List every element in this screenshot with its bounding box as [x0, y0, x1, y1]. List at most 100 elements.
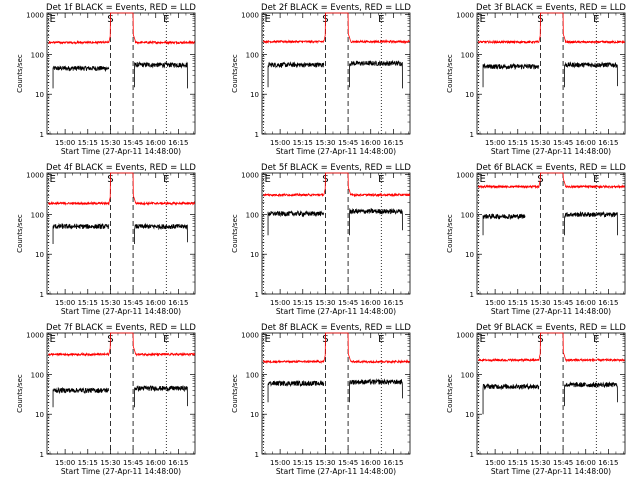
lld-series-line: [263, 172, 411, 198]
x-axis-title: Start Time (27-Apr-11 14:48:00): [61, 147, 181, 156]
x-tick-label: 15:45: [553, 299, 573, 307]
y-tick-label: 1000: [26, 332, 44, 340]
y-tick-label: 10: [250, 91, 259, 99]
y-tick-label: 100: [246, 371, 259, 379]
x-tick-label: 16:15: [383, 299, 403, 307]
panel-title: Det 4f BLACK = Events, RED = LLD: [46, 163, 196, 173]
y-tick-label: 1: [255, 291, 259, 299]
plot-frame: [476, 12, 626, 135]
x-tick-label: 15:45: [123, 139, 143, 147]
panel-title: Det 6f BLACK = Events, RED = LLD: [476, 163, 626, 173]
y-tick-label: 100: [246, 51, 259, 59]
events-series-line: [482, 62, 540, 88]
x-tick-label: 15:45: [553, 459, 573, 467]
x-axis-title: Start Time (27-Apr-11 14:48:00): [61, 307, 181, 316]
y-tick-label: 1: [40, 131, 44, 139]
lld-series-line: [478, 172, 626, 190]
x-tick-label: 15:15: [293, 459, 313, 467]
events-series-line: [482, 213, 526, 236]
x-tick-label: 15:15: [508, 459, 528, 467]
y-tick-label: 10: [35, 411, 44, 419]
events-series-line: [134, 384, 188, 408]
panel-title: Det 8f BLACK = Events, RED = LLD: [261, 323, 411, 333]
y-tick-label: 1000: [241, 12, 259, 20]
x-tick-label: 16:00: [361, 459, 381, 467]
x-tick-label: 15:00: [55, 299, 75, 307]
x-tick-label: 15:30: [100, 139, 120, 147]
y-axis-title: Counts/sec: [231, 374, 239, 413]
y-tick-label: 1000: [456, 332, 474, 340]
y-axis-title: Counts/sec: [231, 214, 239, 253]
x-tick-label: 16:00: [146, 459, 166, 467]
x-tick-label: 15:30: [315, 299, 335, 307]
panel-det-5: Det 5f BLACK = Events, RED = LLD 1 10 100 10…: [231, 163, 411, 316]
y-tick-label: 100: [461, 371, 474, 379]
y-tick-label: 1000: [26, 12, 44, 20]
y-tick-label: 10: [465, 251, 474, 259]
x-tick-label: 15:30: [315, 139, 335, 147]
x-tick-label: 15:00: [55, 139, 75, 147]
x-tick-label: 15:00: [270, 139, 290, 147]
lld-series-line: [478, 12, 626, 45]
plot-frame: [261, 172, 411, 295]
x-tick-label: 16:15: [168, 459, 188, 467]
events-series-line: [482, 382, 540, 415]
y-tick-label: 10: [250, 251, 259, 259]
y-tick-label: 10: [35, 251, 44, 259]
x-tick-label: 15:00: [485, 139, 505, 147]
x-tick-label: 15:15: [508, 299, 528, 307]
x-tick-label: 15:30: [530, 459, 550, 467]
x-tick-label: 15:00: [485, 459, 505, 467]
events-series-line: [267, 61, 325, 88]
marker-label: E: [378, 14, 384, 25]
lld-series-line: [263, 332, 411, 365]
marker-label: E: [378, 174, 384, 185]
panel-title: Det 7f BLACK = Events, RED = LLD: [46, 323, 196, 333]
y-tick-label: 1: [470, 291, 474, 299]
marker-label: E: [265, 174, 271, 185]
lld-series-line: [478, 332, 625, 363]
x-tick-label: 16:00: [361, 299, 381, 307]
x-tick-label: 15:30: [100, 459, 120, 467]
y-tick-label: 1: [40, 451, 44, 459]
marker-label: E: [480, 14, 486, 25]
x-tick-label: 16:00: [146, 139, 166, 147]
events-series-line: [564, 61, 618, 88]
y-tick-label: 1000: [26, 172, 44, 180]
panel-det-6: Det 6f BLACK = Events, RED = LLD 1 10 100 10…: [446, 163, 626, 316]
events-series-line: [134, 60, 188, 89]
y-tick-label: 1: [255, 451, 259, 459]
panel-det-3: Det 3f BLACK = Events, RED = LLD 1 10 100 10…: [446, 3, 626, 156]
x-axis-title: Start Time (27-Apr-11 14:48:00): [491, 467, 611, 476]
marker-label: E: [593, 334, 599, 345]
events-series-line: [52, 222, 110, 245]
x-axis-title: Start Time (27-Apr-11 14:48:00): [276, 467, 396, 476]
x-axis-title: Start Time (27-Apr-11 14:48:00): [61, 467, 181, 476]
x-tick-label: 16:00: [576, 139, 596, 147]
lld-series-line: [48, 172, 196, 206]
x-tick-label: 15:00: [270, 459, 290, 467]
plot-frame: [261, 332, 411, 455]
y-tick-label: 1: [470, 451, 474, 459]
marker-label: E: [163, 14, 169, 25]
x-tick-label: 15:15: [78, 459, 98, 467]
plot-frame: [261, 12, 411, 135]
y-tick-label: 1000: [456, 12, 474, 20]
y-axis-title: Counts/sec: [231, 54, 239, 93]
marker-label: E: [480, 174, 486, 185]
marker-label: E: [163, 174, 169, 185]
x-tick-label: 16:00: [576, 459, 596, 467]
events-series-line: [52, 386, 110, 408]
x-tick-label: 15:15: [78, 299, 98, 307]
marker-label: E: [265, 334, 271, 345]
x-tick-label: 16:15: [168, 139, 188, 147]
events-series-line: [564, 381, 618, 407]
x-tick-label: 16:00: [146, 299, 166, 307]
y-axis-title: Counts/sec: [446, 374, 454, 413]
x-tick-label: 16:15: [383, 139, 403, 147]
marker-label: E: [163, 334, 169, 345]
lld-series-line: [263, 12, 411, 45]
y-tick-label: 100: [461, 211, 474, 219]
y-tick-label: 1000: [241, 332, 259, 340]
